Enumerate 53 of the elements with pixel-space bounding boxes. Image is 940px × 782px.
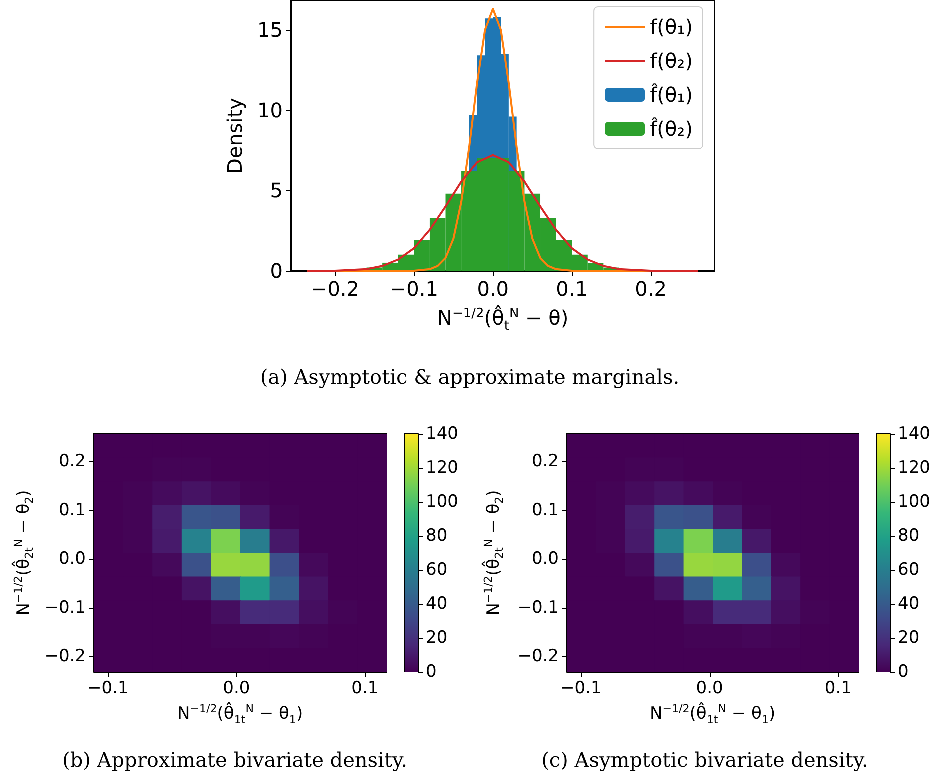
x-tick-label: −0.1 bbox=[390, 277, 438, 301]
y-tick-label: 10 bbox=[258, 98, 283, 122]
y-tick-label: 5 bbox=[270, 178, 283, 203]
y-tick-label: −0.1 bbox=[44, 598, 86, 618]
x-tick-label: 0.1 bbox=[352, 678, 379, 698]
y-tick-label: −0.2 bbox=[518, 646, 559, 666]
legend-label: f̂(θ₂) bbox=[650, 117, 694, 141]
color-bar-label: 20 bbox=[426, 628, 448, 648]
x-tick-label: 0.1 bbox=[556, 277, 588, 301]
x-tick-label: 0.0 bbox=[696, 678, 724, 698]
color-bar-label: 80 bbox=[426, 526, 448, 546]
color-bar-label: 100 bbox=[898, 492, 930, 512]
color-bar-label: 140 bbox=[898, 424, 930, 444]
x-tick-label: −0.2 bbox=[310, 277, 360, 301]
x-axis-title: N$^{−1/2}$(θ̂$_{1t}$$^{N}$ − θ$_{1}$) bbox=[178, 702, 304, 726]
color-bar-label: 60 bbox=[426, 560, 448, 580]
text: (a) Asymptotic & approximate marginals. bbox=[260, 365, 680, 389]
x-axis-title: N$^{−1/2}$(θ̂$_{1t}$$^{N}$ − θ$_{1}$) bbox=[650, 702, 776, 726]
y-tick-label: 0.1 bbox=[532, 500, 559, 520]
y-tick-label: 0.0 bbox=[58, 549, 86, 570]
color-bar-label: 60 bbox=[898, 560, 920, 580]
x-axis-title: N$^{−1/2}$(θ̂$_{t}$$^{N}$ − θ) bbox=[438, 306, 569, 334]
legend-label: f(θ₂) bbox=[650, 49, 694, 73]
y-tick-label: 0.1 bbox=[58, 500, 86, 520]
color-bar-label: 0 bbox=[898, 662, 909, 682]
y-tick-label: −0.1 bbox=[518, 598, 559, 618]
y-axis-title: Density bbox=[223, 98, 248, 174]
x-tick-label: 0.1 bbox=[824, 678, 852, 698]
text: (b) Approximate bivariate density. bbox=[62, 748, 408, 772]
line-series bbox=[306, 154, 700, 272]
color-bar-label: 40 bbox=[426, 594, 448, 614]
x-tick-label: 0.0 bbox=[477, 277, 510, 301]
color-bar-label: 140 bbox=[426, 424, 458, 444]
y-tick-label: −0.2 bbox=[44, 646, 86, 666]
y-tick-label: 0.2 bbox=[532, 452, 559, 472]
color-bar-label: 120 bbox=[898, 458, 930, 478]
color-bar-label: 120 bbox=[426, 458, 458, 478]
y-tick-label: 0 bbox=[270, 259, 283, 283]
legend-label: f̂(θ₁) bbox=[650, 83, 694, 107]
color-bar-label: 20 bbox=[898, 628, 920, 648]
color-bar-label: 80 bbox=[898, 526, 920, 546]
text: (c) Asymptotic bivariate density. bbox=[542, 748, 868, 772]
x-tick-label: 0.0 bbox=[223, 678, 250, 698]
color-bar-label: 100 bbox=[426, 492, 458, 512]
y-tick-label: 0.2 bbox=[58, 452, 86, 472]
color-bar-label: 40 bbox=[898, 594, 920, 614]
x-tick-label: −0.1 bbox=[560, 678, 602, 698]
color-bar-label: 0 bbox=[426, 662, 437, 682]
y-tick-label: 15 bbox=[258, 18, 283, 42]
y-tick-label: 0.0 bbox=[532, 549, 559, 570]
x-tick-label: −0.1 bbox=[87, 678, 129, 698]
legend-label: f(θ₁) bbox=[650, 15, 694, 39]
x-tick-label: 0.2 bbox=[635, 277, 667, 301]
